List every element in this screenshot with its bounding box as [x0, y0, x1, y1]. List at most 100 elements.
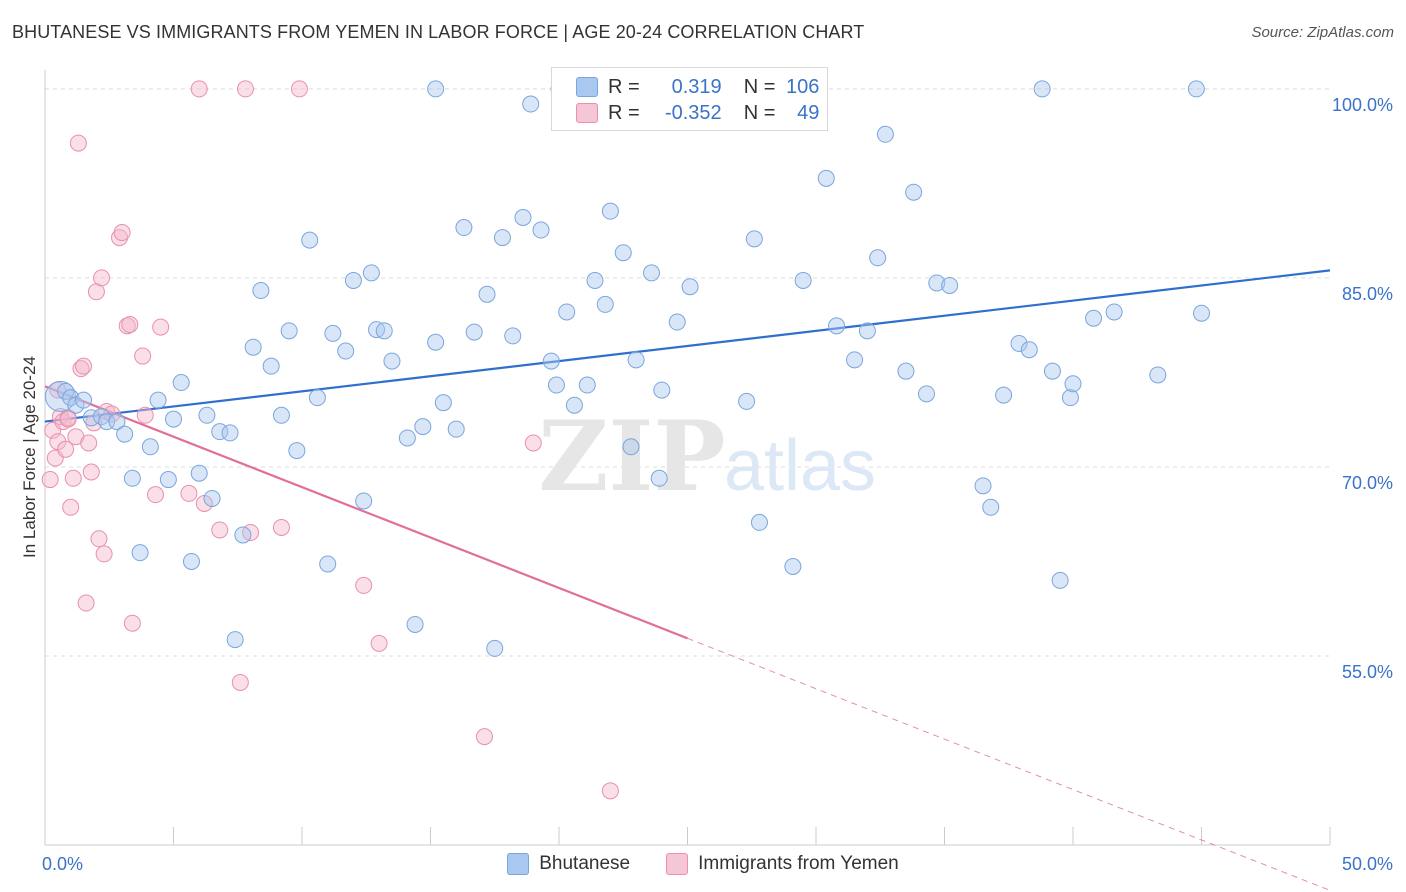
data-point-bhutanese — [308, 389, 326, 407]
data-point-bhutanese — [165, 410, 182, 428]
data-point-yemen — [211, 521, 229, 539]
data-point-bhutanese — [745, 230, 763, 248]
yemen-points — [41, 80, 619, 800]
data-point-bhutanese — [198, 406, 216, 424]
data-point-yemen — [475, 728, 493, 746]
data-point-bhutanese — [504, 327, 522, 345]
data-point-yemen — [290, 80, 308, 98]
trend-lines — [44, 269, 1331, 891]
data-point-bhutanese — [190, 464, 208, 482]
series-legend: Bhutanese Immigrants from Yemen — [0, 851, 1406, 877]
data-point-bhutanese — [272, 406, 290, 424]
data-point-bhutanese — [280, 322, 298, 340]
data-point-bhutanese — [414, 418, 432, 436]
data-point-yemen — [59, 410, 77, 428]
data-point-bhutanese — [995, 386, 1013, 404]
data-point-yemen — [355, 576, 373, 594]
data-point-yemen — [123, 614, 141, 632]
legend-swatch-blue — [507, 853, 530, 875]
data-point-yemen — [524, 434, 542, 452]
data-point-bhutanese — [858, 322, 876, 340]
data-point-bhutanese — [542, 352, 560, 370]
y-tick-label: 55.0% — [1342, 662, 1393, 682]
data-point-yemen — [180, 484, 198, 502]
data-point-yemen — [601, 782, 619, 800]
legend-swatch-pink — [576, 103, 598, 123]
data-point-bhutanese — [918, 385, 936, 403]
legend-n-label: N = — [743, 101, 776, 124]
data-point-bhutanese — [234, 526, 252, 544]
data-point-yemen — [41, 471, 59, 489]
trend-line-yemen-dashed — [687, 637, 1331, 891]
data-point-bhutanese — [1187, 80, 1205, 98]
data-point-bhutanese — [794, 271, 812, 289]
y-tick-label: 85.0% — [1342, 284, 1393, 304]
data-point-bhutanese — [182, 552, 200, 570]
data-point-bhutanese — [288, 442, 306, 460]
watermark-atlas: atlas — [724, 426, 876, 506]
data-point-bhutanese — [982, 498, 1000, 516]
data-point-bhutanese — [565, 396, 583, 414]
data-point-bhutanese — [362, 264, 380, 282]
chart-title: BHUTANESE VS IMMIGRANTS FROM YEMEN IN LA… — [12, 22, 865, 42]
data-point-bhutanese — [75, 391, 93, 409]
data-point-bhutanese — [116, 425, 134, 443]
data-point-bhutanese — [123, 469, 141, 487]
data-point-yemen — [77, 594, 95, 612]
data-point-yemen — [93, 269, 111, 287]
data-point-bhutanese — [1051, 571, 1069, 589]
data-point-bhutanese — [643, 264, 661, 282]
data-point-bhutanese — [622, 438, 640, 456]
legend-n-value: 106 — [786, 75, 820, 98]
legend-row-bhutanese: R = 0.319 N = 106 — [576, 74, 819, 100]
data-point-bhutanese — [928, 274, 946, 292]
data-point-bhutanese — [586, 271, 604, 289]
data-point-bhutanese — [203, 489, 221, 507]
data-point-bhutanese — [252, 282, 270, 300]
data-point-bhutanese — [650, 469, 668, 487]
data-point-bhutanese — [738, 392, 756, 410]
data-point-bhutanese — [344, 271, 362, 289]
data-point-bhutanese — [1033, 80, 1051, 98]
legend-r-label: R = — [608, 75, 640, 98]
data-point-bhutanese — [846, 351, 864, 369]
trend-line-yemen-solid — [44, 385, 688, 640]
data-point-yemen — [370, 634, 388, 652]
data-point-bhutanese — [828, 317, 846, 335]
legend-item-bhutanese: Bhutanese — [507, 853, 630, 875]
legend-row-yemen: R = -0.352 N = 49 — [576, 100, 819, 126]
data-point-bhutanese — [493, 229, 511, 247]
data-point-bhutanese — [1149, 366, 1167, 384]
data-point-bhutanese — [750, 513, 768, 531]
data-point-bhutanese — [221, 424, 239, 442]
data-point-bhutanese — [905, 183, 923, 201]
data-point-bhutanese — [1193, 304, 1210, 322]
data-point-yemen — [90, 530, 108, 548]
data-point-yemen — [82, 463, 100, 481]
data-point-yemen — [134, 347, 152, 365]
grid-lines — [45, 88, 1330, 657]
data-point-yemen — [113, 224, 131, 242]
data-point-yemen — [64, 469, 82, 487]
data-point-bhutanese — [159, 471, 177, 489]
data-point-yemen — [121, 316, 139, 334]
bhutanese-points — [44, 80, 1210, 657]
legend-label-bhutanese: Bhutanese — [539, 853, 631, 874]
data-point-yemen — [147, 486, 165, 504]
legend-swatch-blue — [576, 77, 598, 97]
data-point-bhutanese — [398, 429, 416, 447]
data-point-bhutanese — [383, 352, 401, 370]
data-point-yemen — [95, 545, 113, 563]
data-point-bhutanese — [627, 351, 645, 369]
legend-item-yemen: Immigrants from Yemen — [666, 853, 899, 875]
data-point-yemen — [75, 357, 93, 375]
y-tick-label: 100.0% — [1332, 95, 1393, 115]
data-point-bhutanese — [532, 221, 550, 239]
data-point-bhutanese — [149, 391, 167, 409]
data-point-yemen — [111, 229, 129, 247]
data-point-bhutanese — [478, 285, 496, 303]
data-point-bhutanese — [447, 420, 465, 438]
stats-legend: R = 0.319 N = 106 R = -0.352 N = 49 — [551, 67, 828, 131]
data-point-yemen — [62, 498, 80, 516]
